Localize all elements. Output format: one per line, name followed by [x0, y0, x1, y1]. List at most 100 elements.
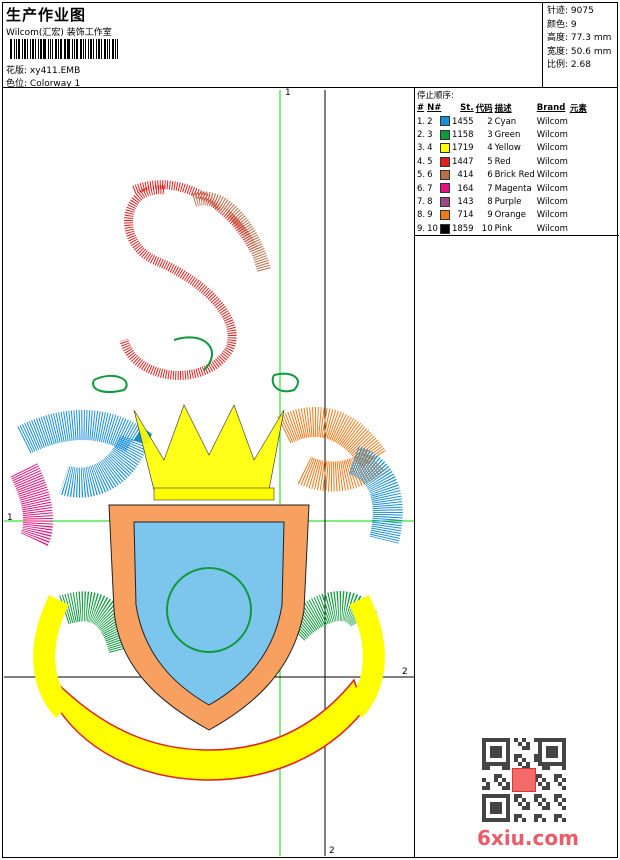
table-row: 6. 7 164 7 Magenta Wilcom: [417, 182, 589, 195]
color-description: Yellow: [494, 143, 521, 154]
stat-stitches: 针迹: 9075: [547, 6, 594, 16]
page-title: 生产作业图: [6, 6, 87, 24]
color-swatch: [439, 209, 452, 222]
design-value: xy411.EMB: [29, 66, 81, 76]
color-code: 8: [487, 197, 493, 208]
stat-width: 宽度: 50.6 mm: [547, 46, 612, 57]
brand: Wilcom: [536, 183, 568, 194]
color-code: 10: [481, 223, 493, 234]
color-code: 3: [487, 130, 493, 141]
color-swatch: [439, 142, 452, 155]
color-swatch: [439, 182, 452, 195]
table-row: 5. 6 414 6 Brick Red Wilcom: [417, 169, 589, 182]
color-code: 9: [487, 210, 493, 221]
element: [570, 169, 589, 182]
brand: Wilcom: [536, 156, 568, 167]
brand: Wilcom: [536, 223, 568, 234]
color-description: Green: [494, 130, 521, 141]
stop-index: 3.: [417, 143, 426, 154]
color-swatch: [439, 195, 452, 208]
stat-colors: 颜色: 9: [547, 19, 577, 30]
stat-height: 高度: 77.3 mm: [547, 33, 612, 43]
stitch-count: 1719: [451, 143, 474, 154]
embroidery-preview: [4, 90, 414, 856]
brand: Wilcom: [536, 143, 568, 154]
dragon-motif: [92, 180, 299, 393]
element: [570, 222, 589, 235]
color-code: 7: [487, 183, 493, 194]
header: 生产作业图 Wilcom(汇宏) 装饰工作室 花版: xy411.EMB 色位:…: [2, 2, 543, 89]
color-code: 2: [487, 116, 493, 127]
color-code: 4: [487, 143, 493, 154]
stitch-count: 414: [457, 170, 474, 181]
stop-index: 5.: [417, 170, 426, 181]
guide-label-v2: 2: [329, 846, 335, 856]
color-swatch: [439, 128, 452, 141]
right-panel: 停止顺序: # N# St. 代码 描述 Brand 元素 1. 2 1455 2 Cyan Wilc…: [414, 88, 619, 858]
needle-number: 10: [427, 223, 438, 234]
color-description: Cyan: [494, 116, 517, 127]
element: [570, 155, 589, 168]
column-header: Brand: [536, 103, 566, 113]
table-row: 9. 10 1859 10 Pink Wilcom: [417, 222, 589, 235]
color-code: 5: [487, 156, 493, 167]
brand: Wilcom: [536, 197, 568, 208]
color-description: Purple: [494, 197, 522, 208]
color-description: Brick Red: [494, 170, 535, 181]
colorway-label: 色位:: [6, 79, 28, 89]
stitch-count: 1859: [451, 223, 474, 234]
column-header: 描述: [494, 104, 512, 114]
table-row: 4. 5 1447 5 Red Wilcom: [417, 155, 589, 168]
needle-number: 9: [427, 210, 433, 221]
stitch-count: 1158: [451, 130, 474, 141]
guide-label-v1: 1: [285, 88, 291, 98]
brand: Wilcom: [536, 170, 568, 181]
brand: Wilcom: [536, 130, 568, 141]
column-header: 代码: [475, 104, 493, 114]
element: [570, 142, 589, 155]
stop-sequence: 停止顺序: # N# St. 代码 描述 Brand 元素 1. 2 1455 2 Cyan Wilc…: [415, 88, 619, 236]
color-description: Orange: [494, 210, 527, 221]
stat-scale: 比例: 2.68: [547, 60, 591, 70]
column-header: 元素: [569, 104, 587, 114]
element: [570, 128, 589, 141]
design-stats: 针迹: 9075 颜色: 9 高度: 77.3 mm 宽度: 50.6 mm 比…: [543, 2, 618, 88]
seal-icon: [512, 768, 536, 792]
color-swatch: [439, 222, 452, 235]
color-description: Red: [494, 156, 511, 167]
needle-number: 3: [427, 130, 433, 141]
element: [570, 182, 589, 195]
stop-index: 9.: [417, 223, 426, 234]
table-row: 2. 3 1158 3 Green Wilcom: [417, 128, 589, 141]
stitch-count: 164: [457, 183, 474, 194]
stop-index: 6.: [417, 183, 426, 194]
mantling: [10, 406, 403, 655]
table-row: 7. 8 143 8 Purple Wilcom: [417, 195, 589, 208]
color-code: 6: [487, 170, 493, 181]
barcode: [10, 39, 120, 59]
needle-number: 6: [427, 170, 433, 181]
needle-number: 4: [427, 143, 433, 154]
guide-label-h2: 2: [402, 667, 408, 677]
color-description: Pink: [494, 223, 513, 234]
stop-index: 8.: [417, 210, 426, 221]
guide-label-h1: 1: [7, 513, 13, 523]
needle-number: 2: [427, 116, 433, 127]
brand: Wilcom: [536, 210, 568, 221]
shield-inner: [133, 521, 285, 706]
color-swatch: [439, 115, 452, 128]
color-table: # N# St. 代码 描述 Brand 元素 1. 2 1455 2 Cyan Wilcom 2. 3 1…: [417, 101, 589, 236]
stitch-count: 143: [457, 197, 474, 208]
brand: Wilcom: [536, 116, 568, 127]
stitch-count: 714: [457, 210, 474, 221]
design-file: 花版: xy411.EMB: [6, 63, 80, 76]
design-canvas: 1 1 2 2: [4, 88, 414, 856]
stop-index: 7.: [417, 197, 426, 208]
needle-number: 8: [427, 197, 433, 208]
color-description: Magenta: [494, 183, 532, 194]
column-header: N#: [427, 103, 442, 113]
company-name: Wilcom(汇宏) 装饰工作室: [6, 28, 112, 38]
watermark-logo: 6xiu.com: [477, 826, 579, 850]
stop-sequence-title: 停止顺序:: [417, 91, 454, 101]
